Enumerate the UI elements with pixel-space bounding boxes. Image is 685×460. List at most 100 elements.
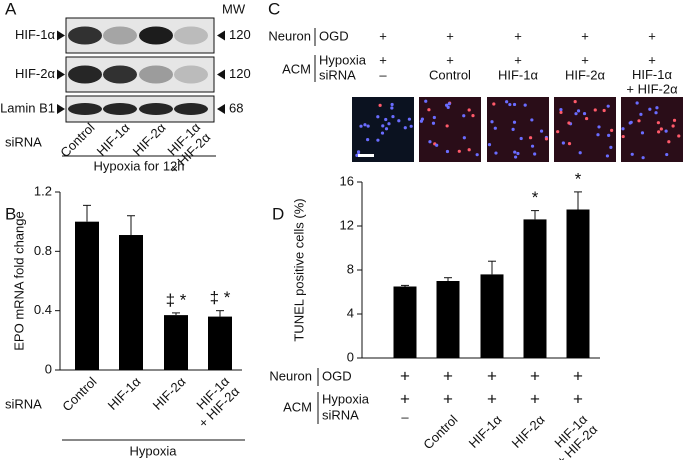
cell xyxy=(397,119,401,123)
sirna-value: HIF-1α + HIF-2α xyxy=(626,67,678,96)
error-bar xyxy=(574,191,582,210)
cell xyxy=(505,100,509,104)
cell xyxy=(475,153,479,157)
cell xyxy=(567,121,571,125)
row-label: siRNA xyxy=(319,67,356,82)
cell xyxy=(519,136,523,141)
cell xyxy=(539,129,544,133)
marker xyxy=(217,30,225,41)
x-axis-label: siRNA xyxy=(5,396,42,411)
sirna-value: – xyxy=(379,67,387,82)
cell xyxy=(574,112,578,116)
cell xyxy=(435,143,439,147)
bar xyxy=(566,209,590,358)
micrograph-bg xyxy=(621,97,683,162)
cell xyxy=(637,119,641,123)
cell xyxy=(511,127,515,131)
micrograph-bg xyxy=(419,97,481,162)
cell xyxy=(677,134,681,138)
y-tick-label: 4 xyxy=(347,305,354,320)
cell xyxy=(533,152,537,156)
mw-value: 120 xyxy=(229,66,251,81)
row-label: HIF-2α xyxy=(15,66,56,81)
cell xyxy=(446,105,450,109)
cell xyxy=(610,128,614,132)
cell xyxy=(467,148,471,152)
condition-label: Hypoxia for 12h xyxy=(93,158,184,173)
blot-band xyxy=(139,26,173,45)
panel-label: D xyxy=(272,204,284,223)
x-tick-label: HIF-2α xyxy=(509,412,548,451)
y-axis-label: EPO mRNA fold change xyxy=(11,211,26,350)
annotation: * xyxy=(575,169,582,188)
sirna-label: siRNA xyxy=(5,134,42,149)
cell xyxy=(387,122,391,126)
cell xyxy=(424,99,428,103)
x-tick-label: HIF-1α xyxy=(105,374,144,413)
marker xyxy=(217,104,225,114)
blot-band xyxy=(68,103,102,115)
row-label: Neuron xyxy=(269,368,312,383)
cell xyxy=(409,124,413,128)
cell xyxy=(376,138,380,142)
condition-sign: + xyxy=(514,28,522,43)
y-tick-label: 0.8 xyxy=(34,243,52,258)
panel-label: B xyxy=(5,204,16,223)
cell xyxy=(621,127,625,131)
cell xyxy=(655,106,659,110)
cell xyxy=(606,104,610,108)
condition-sign: + xyxy=(581,28,589,43)
condition-sign: + xyxy=(581,52,589,67)
cell xyxy=(432,115,436,120)
cell xyxy=(359,124,363,128)
blot-band xyxy=(68,26,102,45)
blot-band xyxy=(103,65,137,84)
cell xyxy=(656,121,660,125)
x-tick-label: – xyxy=(401,409,409,424)
micrograph xyxy=(419,97,481,162)
cell xyxy=(561,141,565,145)
cell xyxy=(573,100,577,104)
cell xyxy=(487,143,492,147)
lane-label: HIF-2α xyxy=(130,120,169,159)
error-bar xyxy=(127,215,135,236)
cell xyxy=(576,109,581,113)
condition-sign: + xyxy=(400,389,410,408)
cell xyxy=(556,130,560,134)
cell xyxy=(384,117,388,122)
y-tick-label: 0.4 xyxy=(34,302,52,317)
cell xyxy=(559,108,563,112)
panel-label: C xyxy=(268,0,280,18)
error-bar xyxy=(531,210,539,220)
cell xyxy=(381,124,385,128)
cell xyxy=(512,120,517,124)
micrograph xyxy=(487,97,549,162)
cell xyxy=(544,137,549,141)
condition-sign: + xyxy=(530,389,540,408)
blot-band xyxy=(103,103,137,115)
micrograph xyxy=(554,97,616,162)
blot-band xyxy=(139,65,173,84)
micrograph-bg xyxy=(352,97,414,162)
cell xyxy=(582,111,587,116)
y-axis-label: TUNEL positive cells (%) xyxy=(291,198,306,341)
cell xyxy=(640,131,645,135)
scale-bar xyxy=(358,154,374,157)
row-label: Lamin B1 xyxy=(0,100,55,115)
cell xyxy=(462,136,466,140)
micrograph xyxy=(621,97,683,162)
cell xyxy=(391,114,395,119)
blot-band xyxy=(174,26,208,45)
mw-header: MW xyxy=(222,1,246,16)
error-bar xyxy=(216,310,224,317)
cell xyxy=(471,114,475,118)
bar xyxy=(393,286,417,358)
micrograph-bg xyxy=(554,97,616,162)
y-tick-label: 8 xyxy=(347,261,354,276)
condition-sign: + xyxy=(648,52,656,67)
cell xyxy=(390,106,394,110)
x-tick-label: HIF-1α+ HIF-2α xyxy=(544,412,601,460)
marker xyxy=(217,69,225,80)
cell xyxy=(494,151,498,155)
row-label: OGD xyxy=(319,28,349,43)
